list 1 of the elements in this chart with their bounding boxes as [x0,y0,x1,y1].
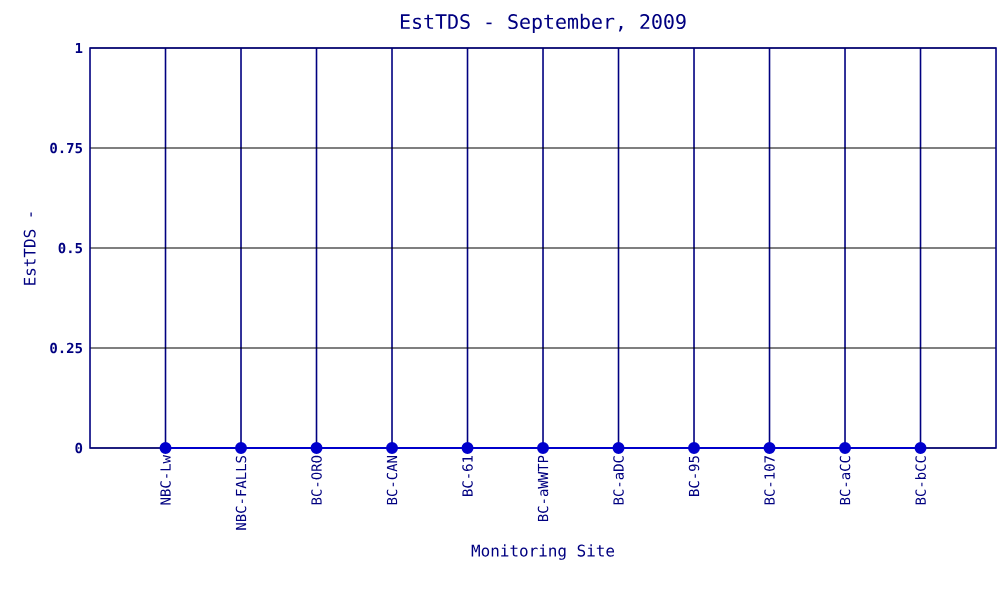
chart-title: EstTDS - September, 2009 [400,13,686,33]
